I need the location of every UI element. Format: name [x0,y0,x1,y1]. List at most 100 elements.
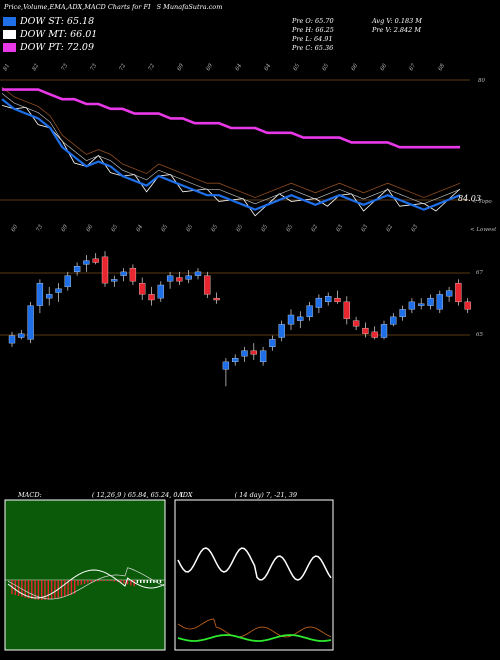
candle-up [408,301,416,310]
candle-up [166,275,174,282]
candle-up [269,339,276,348]
ema-short-line [1,98,461,211]
candle-up [194,271,202,276]
prev-close: Pre C: 65.36 [292,44,334,52]
upper-tick-label: 81 [3,63,12,72]
ema-mid-line [1,93,461,205]
upper-tick-label: 66 [351,63,360,72]
candle-down [455,282,462,303]
upper-tick-label: 65 [322,63,331,72]
candle-up [427,297,434,306]
candle-up [8,335,16,344]
middle-tick-label: 65 [261,224,270,233]
candle-down [464,301,471,310]
upper-corner-label: < Topo [472,199,492,205]
header-title-right: S MunafaSutra.com [156,3,223,11]
middle-tick-label: 62 [386,224,395,233]
legend-swatch-white [3,30,16,39]
candle-down [334,297,341,303]
candle-up [27,305,34,340]
middle-tick-label: 60 [11,224,20,233]
upper-tick-label: 72 [148,63,157,72]
upper-tick-label: 68 [438,63,447,72]
candle-up [18,333,25,338]
middle-tick-label: 65 [236,224,245,233]
legend-swatch-blue [3,17,16,26]
candle-up [157,284,164,299]
upper-level-label: 80 [478,78,485,84]
candle-up [287,314,295,325]
middle-tick-label: 63 [411,224,420,233]
candle-up [120,271,127,276]
upper-tick-label: 65 [293,63,302,72]
candle-up [111,279,118,282]
candle-up [315,297,323,308]
middle-tick-label: 65 [161,224,170,233]
ema-long-line [2,88,460,149]
legend-label-dow-mt: DOW MT: 66.01 [20,29,98,40]
middle-tick-label: 65 [111,224,120,233]
middle-tick-label: 64 [136,224,145,233]
macd-values: ( 12,26,9 ) 65.84, 65.24, 0.1 [91,491,184,499]
upper-tick-label: 64 [235,63,244,72]
candle-up [73,266,81,273]
adx-title: ADX ( 14 day) 7, -21, 39 [178,491,297,499]
candle-down [204,275,211,295]
legend-dow-pt: DOW PT: 72.09 [3,42,94,53]
candle-down [213,297,220,301]
macd-signal-line [7,567,165,600]
upper-tick-label: 69 [177,63,186,72]
candle-up [297,316,304,321]
legend-swatch-pink [3,43,16,52]
avg-volume: Avg V: 0.183 M [372,17,422,25]
candle-down [371,331,378,338]
candle-up [46,294,53,299]
candle-down [101,256,109,284]
prev-high: Pre H: 66.25 [292,26,334,34]
middle-tick-label: 66 [86,224,95,233]
middle-tick-label: 65 [211,224,220,233]
candle-up [445,290,453,297]
upper-tick-label: 82 [32,63,41,72]
macd-line [7,569,165,599]
candle-up [436,294,443,310]
prev-open: Pre O: 65.70 [292,17,334,25]
macd-panel [4,499,166,651]
candle-up [278,324,285,338]
candle-down [343,301,350,319]
upper-tick-label: 66 [380,63,389,72]
candle-up [418,303,425,306]
candle-up [185,275,192,280]
adx-panel [174,499,334,651]
candle-up [222,361,230,370]
middle-tick-label: 63 [361,224,370,233]
upper-tick-label: 72 [119,63,128,72]
candle-down [176,277,183,282]
adx-plus-di-line [177,634,332,642]
header-title-left: Price,Volume,EMA,ADX,MACD Charts for FI [4,3,151,11]
upper-panel: 81 82 73 73 72 72 69 69 64 64 65 65 66 66 67 68 [0,63,470,217]
middle-tick-label: 73 [36,224,45,233]
candle-down [92,258,99,263]
middle-tick-label: 62 [311,224,320,233]
adx-line [177,547,332,581]
candle-up [325,296,332,303]
candle-down [362,327,369,334]
candle-up [83,260,90,265]
middle-level-65: 65 [476,332,483,338]
macd-title: MACD: ( 12,26,9 ) 65.84, 65.24, 0.1 [18,491,184,499]
adx-values: ( 14 day) 7, -21, 39 [234,491,298,499]
chart-header: Price,Volume,EMA,ADX,MACD Charts for FI … [4,3,222,11]
candle-up [399,309,406,318]
middle-level-67: 67 [476,270,483,276]
middle-tick-label: 65 [186,224,195,233]
adx-minus-di-line [177,618,332,638]
candle-up [36,282,44,306]
adx-label: ADX [178,491,193,499]
middle-tick-label: 69 [61,224,70,233]
middle-tick-label: 65 [286,224,295,233]
legend-label-dow-pt: DOW PT: 72.09 [20,42,94,53]
candle-up [232,357,239,363]
candle-up [241,350,248,357]
